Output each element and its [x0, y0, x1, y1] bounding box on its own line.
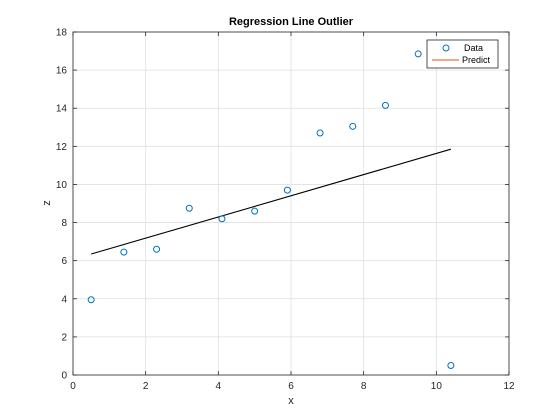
y-tick-label: 18 — [56, 28, 68, 39]
legend-data-label: Data — [464, 43, 483, 53]
legend-box — [426, 39, 499, 69]
data-point — [87, 296, 95, 304]
y-tick-label: 12 — [56, 142, 68, 153]
y-tick-label: 4 — [61, 294, 67, 305]
x-tick-label: 10 — [431, 381, 443, 392]
legend: Data Predict — [426, 39, 499, 69]
data-point — [153, 245, 161, 253]
data-point — [120, 248, 128, 256]
data-point — [185, 204, 193, 212]
y-tick-label: 2 — [61, 332, 67, 343]
y-tick-label: 16 — [56, 66, 68, 77]
y-axis-label: z — [41, 200, 53, 206]
chart-title: Regression Line Outlier — [229, 16, 354, 28]
y-tick-label: 10 — [56, 180, 68, 191]
x-tick-label: 8 — [361, 381, 367, 392]
legend-predict-label: Predict — [462, 55, 491, 65]
predict-line — [91, 148, 452, 255]
x-axis-label: x — [288, 395, 294, 407]
x-tick-label: 6 — [288, 381, 294, 392]
points-layer — [87, 50, 455, 369]
predict-layer — [91, 148, 452, 255]
data-point — [349, 122, 357, 130]
x-tick-labels: 0 2 4 6 8 10 12 — [70, 381, 515, 392]
y-tick-labels: 0 2 4 6 8 10 12 14 16 18 — [56, 28, 68, 382]
x-tick-label: 4 — [216, 381, 222, 392]
data-point — [381, 101, 389, 109]
data-point — [218, 215, 226, 223]
x-tick-label: 2 — [143, 381, 149, 392]
y-tick-label: 14 — [56, 104, 68, 115]
legend-data-marker — [442, 44, 450, 52]
ticks — [72, 31, 510, 376]
data-point — [316, 129, 324, 137]
y-tick-label: 6 — [61, 256, 67, 267]
x-tick-label: 12 — [503, 381, 515, 392]
data-point — [251, 207, 259, 215]
y-tick-label: 8 — [61, 218, 67, 229]
data-point — [447, 361, 455, 369]
data-point — [283, 186, 291, 194]
x-tick-label: 0 — [70, 381, 76, 392]
data-point — [414, 50, 422, 58]
y-tick-label: 0 — [61, 371, 67, 382]
